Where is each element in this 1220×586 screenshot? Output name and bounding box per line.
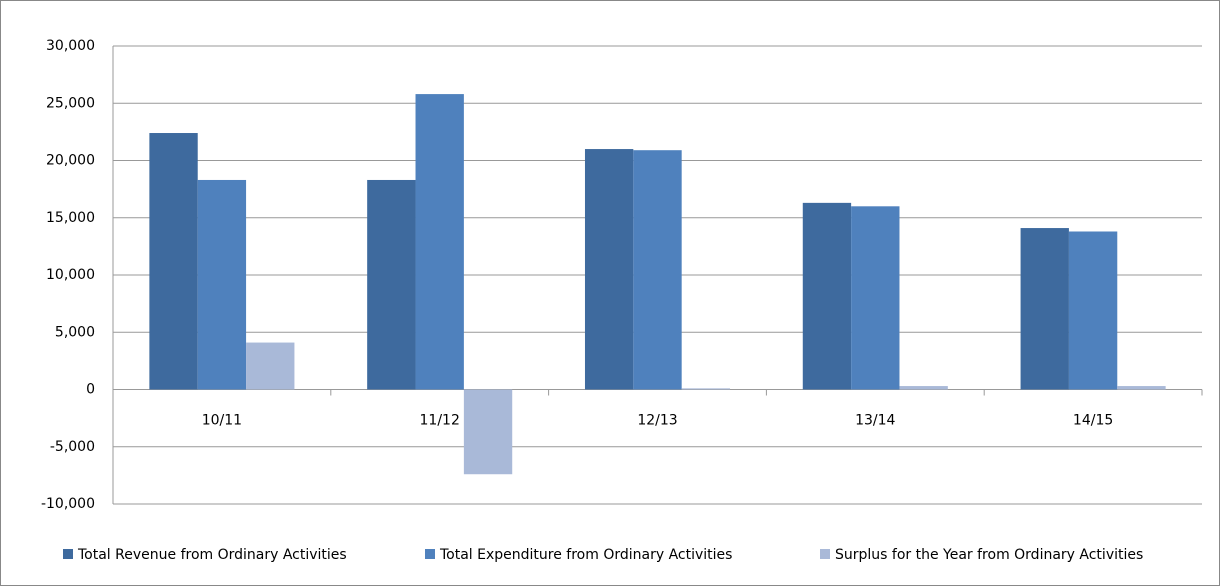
bar bbox=[851, 206, 900, 390]
y-tick-label: 20,000 bbox=[46, 153, 95, 169]
legend-swatch bbox=[425, 549, 435, 559]
y-tick-label: -5,000 bbox=[50, 439, 95, 455]
x-tick-label: 13/14 bbox=[855, 413, 895, 429]
bar bbox=[415, 94, 464, 390]
y-tick-label: 10,000 bbox=[46, 267, 95, 283]
x-tick-label: 11/12 bbox=[420, 413, 460, 429]
bar bbox=[463, 389, 513, 475]
legend-label: Total Revenue from Ordinary Activities bbox=[77, 547, 347, 563]
y-tick-label: 5,000 bbox=[55, 324, 95, 340]
bar bbox=[197, 179, 247, 390]
bar bbox=[633, 150, 682, 390]
legend-label: Surplus for the Year from Ordinary Activ… bbox=[835, 547, 1143, 563]
x-tick-label: 10/11 bbox=[202, 413, 242, 429]
bar bbox=[681, 388, 731, 390]
bar bbox=[1020, 228, 1069, 390]
bar bbox=[367, 179, 416, 390]
legend-label: Total Expenditure from Ordinary Activiti… bbox=[439, 547, 732, 563]
bar bbox=[149, 133, 198, 390]
bar bbox=[1117, 386, 1166, 390]
y-tick-label: 30,000 bbox=[46, 38, 95, 54]
x-tick-label: 14/15 bbox=[1073, 413, 1113, 429]
y-tick-label: 25,000 bbox=[46, 95, 95, 111]
bar bbox=[584, 149, 634, 390]
x-tick-label: 12/13 bbox=[637, 413, 677, 429]
bar bbox=[1068, 231, 1118, 390]
y-tick-label: 0 bbox=[86, 382, 95, 398]
bar bbox=[802, 202, 852, 390]
bar bbox=[899, 386, 948, 390]
y-tick-label: -10,000 bbox=[41, 496, 95, 512]
legend-swatch bbox=[63, 549, 73, 559]
bar bbox=[246, 342, 295, 390]
legend-swatch bbox=[820, 549, 830, 559]
y-tick-label: 15,000 bbox=[46, 210, 95, 226]
